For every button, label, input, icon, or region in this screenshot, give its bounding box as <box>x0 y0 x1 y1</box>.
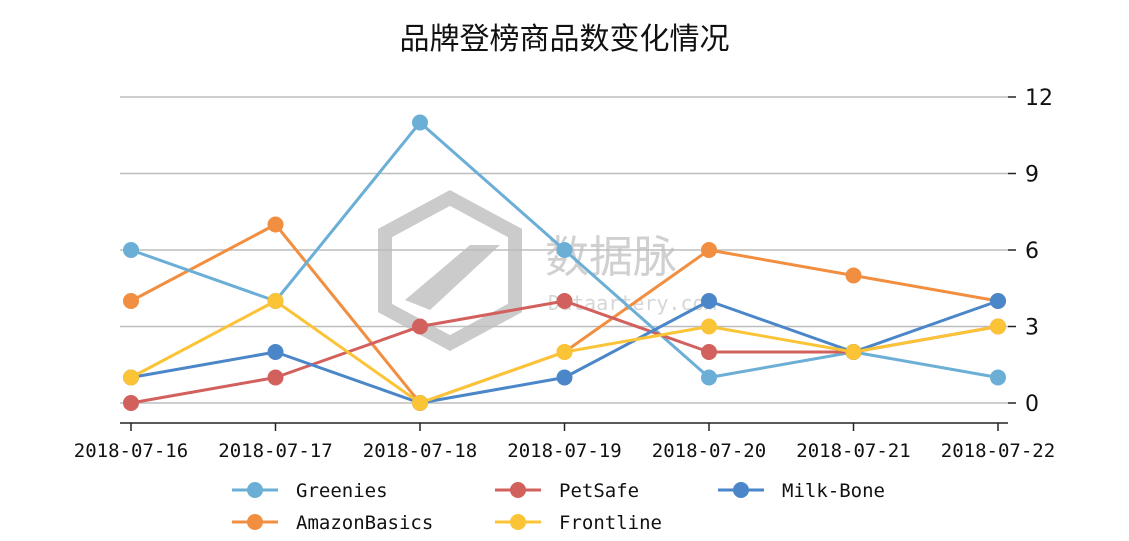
data-point-greenies <box>412 115 428 131</box>
data-point-amazonbasics <box>701 242 717 258</box>
data-point-amazonbasics <box>846 268 862 284</box>
legend-item-petsafe: PetSafe <box>495 480 639 502</box>
x-tick-label: 2018-07-17 <box>218 440 332 462</box>
x-tick-label: 2018-07-18 <box>363 440 477 462</box>
data-point-milk-bone <box>990 293 1006 309</box>
y-tick-label: 3 <box>1025 316 1039 341</box>
data-point-frontline <box>701 319 717 335</box>
watermark-arrow-icon <box>405 245 500 310</box>
legend-item-frontline: Frontline <box>495 512 662 534</box>
legend-label: Greenies <box>296 480 388 502</box>
data-point-amazonbasics <box>268 217 284 233</box>
data-point-petsafe <box>701 344 717 360</box>
data-point-petsafe <box>268 370 284 386</box>
data-point-greenies <box>123 242 139 258</box>
legend-item-amazonbasics: AmazonBasics <box>232 512 433 534</box>
y-tick-label: 9 <box>1025 163 1039 188</box>
legend-label: AmazonBasics <box>296 512 433 534</box>
data-point-milk-bone <box>701 293 717 309</box>
legend-marker <box>247 482 263 498</box>
data-point-petsafe <box>557 293 573 309</box>
data-point-amazonbasics <box>123 293 139 309</box>
legend-marker <box>247 514 263 530</box>
x-tick-label: 2018-07-20 <box>652 440 766 462</box>
legend-label: PetSafe <box>559 480 639 502</box>
x-tick-label: 2018-07-16 <box>74 440 188 462</box>
legend-marker <box>733 482 749 498</box>
data-point-frontline <box>557 344 573 360</box>
data-point-milk-bone <box>268 344 284 360</box>
data-point-frontline <box>990 319 1006 335</box>
legend-item-greenies: Greenies <box>232 480 388 502</box>
data-point-greenies <box>701 370 717 386</box>
legend-item-milk-bone: Milk-Bone <box>718 480 885 502</box>
data-point-frontline <box>846 344 862 360</box>
x-tick-label: 2018-07-19 <box>507 440 621 462</box>
data-point-greenies <box>990 370 1006 386</box>
data-point-petsafe <box>123 395 139 411</box>
data-point-greenies <box>557 242 573 258</box>
y-tick-label: 12 <box>1025 86 1053 111</box>
x-tick-label: 2018-07-22 <box>941 440 1055 462</box>
y-tick-label: 0 <box>1025 392 1039 417</box>
legend-marker <box>510 482 526 498</box>
data-point-frontline <box>412 395 428 411</box>
legend-label: Milk-Bone <box>782 480 885 502</box>
watermark-logo: 数据脉 Dataartery.com <box>385 198 717 343</box>
legend-marker <box>510 514 526 530</box>
y-tick-label: 6 <box>1025 239 1039 264</box>
data-point-frontline <box>123 370 139 386</box>
data-point-milk-bone <box>557 370 573 386</box>
data-point-petsafe <box>412 319 428 335</box>
data-point-frontline <box>268 293 284 309</box>
x-tick-label: 2018-07-21 <box>796 440 910 462</box>
legend-label: Frontline <box>559 512 662 534</box>
